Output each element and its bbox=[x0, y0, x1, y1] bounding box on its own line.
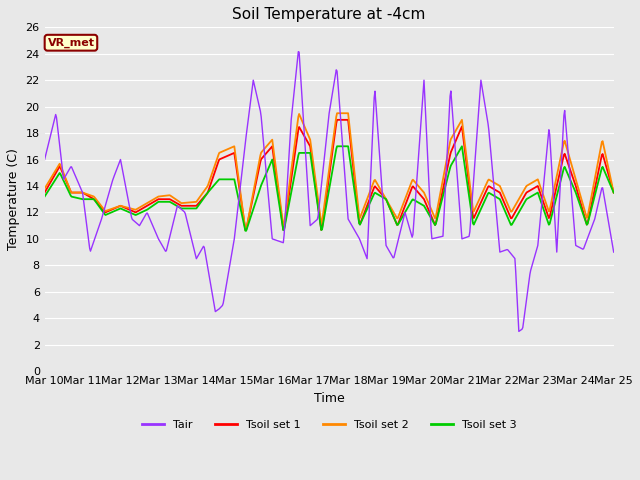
Line: Tsoil set 2: Tsoil set 2 bbox=[45, 113, 614, 230]
Line: Tsoil set 1: Tsoil set 1 bbox=[45, 120, 614, 230]
X-axis label: Time: Time bbox=[314, 392, 344, 405]
Tsoil set 3 bbox=[243, 228, 250, 234]
Tsoil set 1 bbox=[433, 213, 441, 219]
Tsoil set 1 bbox=[378, 191, 385, 196]
Tair bbox=[515, 328, 523, 334]
Tsoil set 2 bbox=[559, 143, 567, 149]
Legend: Tair, Tsoil set 1, Tsoil set 2, Tsoil set 3: Tair, Tsoil set 1, Tsoil set 2, Tsoil se… bbox=[138, 415, 521, 434]
Tsoil set 3 bbox=[190, 205, 198, 211]
Tsoil set 2 bbox=[166, 192, 173, 198]
Tair bbox=[559, 128, 567, 134]
Tsoil set 3 bbox=[321, 209, 329, 215]
Tsoil set 3 bbox=[41, 193, 49, 199]
Tsoil set 2 bbox=[610, 190, 618, 195]
Tsoil set 3 bbox=[166, 199, 173, 204]
Tsoil set 2 bbox=[241, 227, 249, 233]
Tsoil set 2 bbox=[378, 188, 385, 194]
Tair bbox=[377, 166, 385, 171]
Text: VR_met: VR_met bbox=[47, 37, 95, 48]
Tsoil set 2 bbox=[190, 199, 198, 205]
Tsoil set 1 bbox=[610, 190, 618, 195]
Tsoil set 2 bbox=[333, 110, 341, 116]
Tsoil set 2 bbox=[433, 205, 441, 211]
Tsoil set 1 bbox=[166, 196, 173, 202]
Tsoil set 3 bbox=[559, 168, 567, 174]
Tsoil set 3 bbox=[610, 190, 618, 195]
Tair bbox=[433, 235, 440, 240]
Tsoil set 2 bbox=[321, 196, 329, 202]
Tair bbox=[190, 246, 198, 252]
Line: Tsoil set 3: Tsoil set 3 bbox=[45, 146, 614, 231]
Tsoil set 1 bbox=[190, 203, 198, 209]
Tsoil set 3 bbox=[378, 193, 385, 199]
Line: Tair: Tair bbox=[45, 52, 614, 331]
Tsoil set 1 bbox=[321, 203, 329, 208]
Y-axis label: Temperature (C): Temperature (C) bbox=[7, 148, 20, 250]
Tair bbox=[166, 235, 173, 241]
Tair bbox=[321, 147, 329, 153]
Tsoil set 3 bbox=[333, 144, 341, 149]
Tsoil set 3 bbox=[433, 215, 441, 220]
Tsoil set 1 bbox=[241, 227, 249, 233]
Title: Soil Temperature at -4cm: Soil Temperature at -4cm bbox=[232, 7, 426, 22]
Tair bbox=[294, 49, 302, 55]
Tair bbox=[610, 249, 618, 255]
Tsoil set 2 bbox=[41, 186, 49, 192]
Tsoil set 1 bbox=[333, 117, 341, 123]
Tsoil set 1 bbox=[559, 156, 567, 161]
Tair bbox=[41, 156, 49, 162]
Tsoil set 1 bbox=[41, 190, 49, 195]
